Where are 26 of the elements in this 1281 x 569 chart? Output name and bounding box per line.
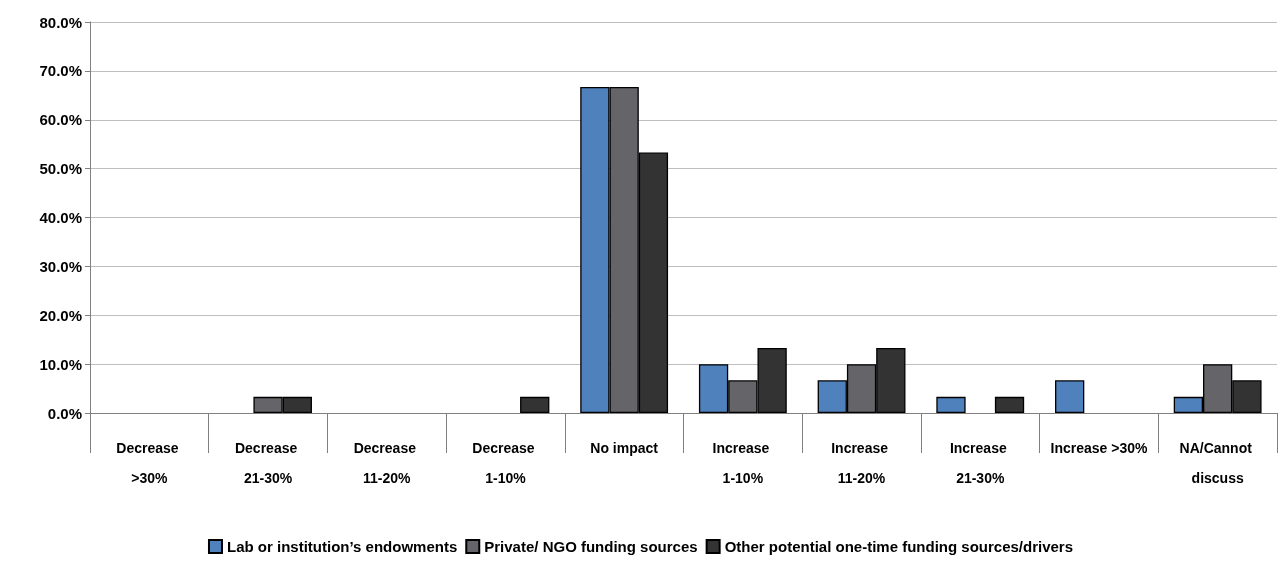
bar [936,396,966,413]
legend-label: Lab or institution’s endowments [226,538,458,555]
y-tick-label: 10.0% [39,355,82,373]
y-tick-label: 70.0% [39,62,82,80]
x-tick-label: Decrease 21-30% [234,440,302,486]
x-tick-label: Increase 21-30% [949,440,1011,486]
legend-label: Other potential one-time funding sources/drivers [724,538,1074,555]
legend-label: Private/ NGO funding sources [484,538,698,555]
y-tick-label: 80.0% [39,13,82,31]
x-tick-label: Decrease 11-20% [353,440,420,486]
x-tick-label: Decrease 1-10% [472,440,539,486]
x-tick-label: Decrease >30% [116,440,183,486]
x-tick-label: Increase 1-10% [712,440,774,486]
x-tick-label: NA/Cannot discuss [1179,440,1256,486]
x-tick-label: Increase >30% [1050,440,1148,456]
y-tick-label: 60.0% [39,111,82,129]
y-tick-label: 30.0% [39,257,82,275]
bar [994,396,1025,413]
bar [1055,380,1085,413]
bar [520,396,550,413]
y-tick-label: 50.0% [39,160,82,178]
x-tick-label: Increase 11-20% [831,440,892,486]
y-tick-label: 40.0% [39,209,82,226]
y-tick-label: 0.0% [47,404,82,422]
y-tick-label: 20.0% [39,306,82,324]
x-tick-label: No impact [590,440,659,456]
